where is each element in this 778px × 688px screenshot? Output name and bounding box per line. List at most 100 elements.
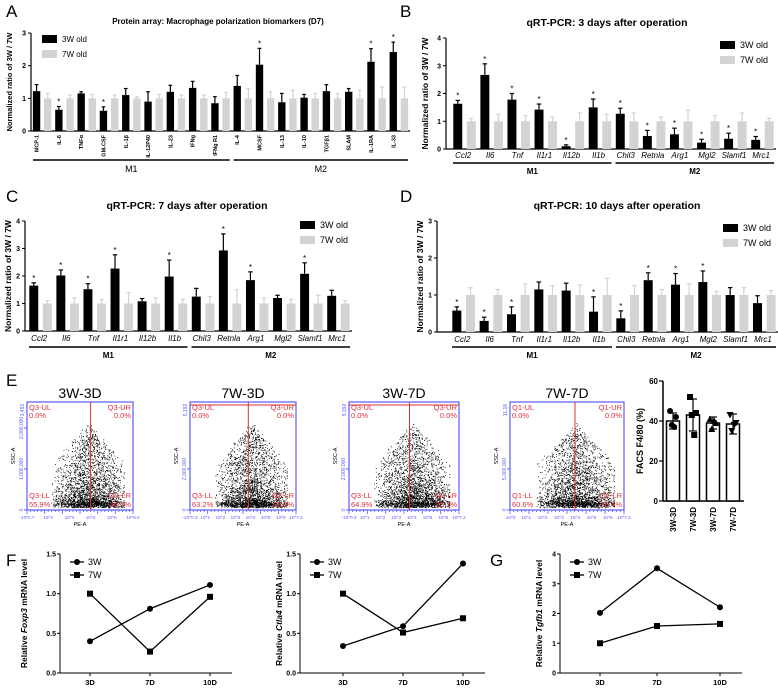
- bar-7w: [465, 295, 476, 332]
- y-axis-label: SSC-A: [333, 447, 339, 464]
- facs-f480-chart: 0 20 40 60 FACS F4/80 (%) 3W-3D 7W-3D 3W-7D 7W-7…: [635, 377, 744, 532]
- legend-marker-square: [74, 572, 80, 578]
- bar-7w: [520, 295, 530, 332]
- quadrant-lr-percent: 35.1%: [436, 500, 458, 509]
- bar-7w: [177, 98, 186, 131]
- bar-7w: [521, 121, 530, 149]
- category-label: IL-6: [57, 135, 63, 145]
- category-label: Arg1: [670, 151, 688, 160]
- legend-marker-circle: [74, 559, 80, 565]
- bar-3w: [642, 135, 652, 149]
- data-point-square: [147, 648, 153, 655]
- bar-3w: [144, 101, 152, 131]
- y-axis-label: Relative Tgfb1 mRNA level: [534, 560, 544, 667]
- category-label: Mgl2: [698, 151, 716, 160]
- x-tick-label: 10^4: [407, 515, 417, 520]
- y-tick-label: 1.5: [286, 552, 296, 559]
- y-axis-label-prefix: Relative: [274, 633, 284, 666]
- category-label: Slamf1: [298, 334, 323, 343]
- bar-7w: [42, 303, 52, 331]
- category-label: GM-CSF: [101, 134, 107, 156]
- quadrant-ur-percent: 0.0%: [440, 411, 457, 420]
- y-axis-label: FACS F4/80 (%): [635, 408, 645, 474]
- y-tick-label: 0: [428, 330, 432, 337]
- legend-swatch-3w: [42, 35, 57, 43]
- panel-label-e: E: [6, 371, 17, 390]
- flow-plot-3w-3d: 3W-3DQ3-UL0.0%Q3-UR0.0%Q3-LL55.9%Q3-LR44…: [11, 385, 140, 528]
- bar-3w: [724, 138, 734, 149]
- x-tick-label: 10^2: [215, 515, 225, 520]
- bar-7w: [97, 303, 106, 331]
- legend-label: 3W old: [62, 35, 87, 44]
- legend-label: 3W old: [743, 223, 771, 233]
- category-label: IFNg: [191, 135, 197, 147]
- bar-3w: [697, 142, 706, 149]
- category-label: Il1b: [168, 334, 181, 343]
- significance-star: *: [537, 95, 540, 104]
- category-label: Tnf: [88, 334, 100, 343]
- significance-star: *: [727, 124, 730, 133]
- y-axis-label: Relative Foxp3 mRNA level: [19, 559, 29, 668]
- x-tick-label: -10^0: [504, 515, 516, 520]
- data-point-circle: [717, 604, 723, 611]
- data-point-square: [340, 590, 346, 597]
- y-max-label: 5,192: [342, 404, 348, 417]
- quadrant-lr-label: Q3-LR: [109, 491, 132, 500]
- significance-star: *: [592, 90, 595, 99]
- panel-label-c: C: [6, 187, 18, 206]
- bar-3w: [506, 314, 517, 332]
- x-tick-label: 7D: [398, 678, 408, 687]
- x-tick-label: 3D: [85, 678, 95, 687]
- bar-3w: [218, 250, 228, 331]
- bar-7w: [575, 295, 585, 332]
- y-tick-label: 60: [649, 377, 658, 386]
- legend-label: 7W old: [740, 55, 768, 65]
- category-label: IL-12P40: [146, 135, 152, 158]
- bar-7w: [313, 303, 323, 331]
- quadrant-lr-label: Q3-LR: [272, 491, 295, 500]
- significance-star: *: [510, 298, 513, 307]
- bar-7w: [657, 295, 667, 332]
- quadrant-lr-percent: 36.8%: [273, 500, 295, 509]
- bar-3w: [452, 310, 462, 332]
- bar-7w: [737, 121, 747, 149]
- bar-7w: [602, 295, 612, 332]
- bar-7w: [124, 303, 134, 331]
- quadrant-ll-percent: 64.9%: [351, 500, 373, 509]
- category-label: Mgl2: [274, 334, 292, 343]
- group-label: M2: [689, 167, 701, 176]
- y-tick-label: 0: [437, 147, 441, 154]
- y-tick-label: 1.0: [286, 591, 296, 598]
- bar-7w: [69, 303, 79, 331]
- bar-3w: [83, 289, 93, 331]
- significance-star: *: [113, 246, 116, 255]
- bar-3w: [752, 303, 763, 332]
- bar-3w: [561, 146, 571, 149]
- y-tick-label: 2: [552, 611, 556, 618]
- data-point-circle: [597, 609, 603, 616]
- bar-chart-a: Protein array: Macrophage polarization b…: [5, 17, 410, 174]
- category-label: Mrc1: [328, 334, 346, 343]
- bar-3w: [480, 74, 490, 149]
- bar-7w: [629, 121, 639, 149]
- bar-7w: [222, 98, 230, 131]
- y-tick-label: 0.5: [286, 631, 296, 638]
- data-point-circle: [400, 623, 406, 630]
- legend-label: 3W old: [740, 40, 768, 50]
- y-tick-label: 3: [437, 63, 441, 70]
- bar-7w: [244, 98, 253, 131]
- x-tick-label: 10^7.2: [452, 515, 466, 520]
- x-tick-label: 10^4: [86, 515, 96, 520]
- legend-marker-square: [574, 572, 580, 578]
- bar: [725, 423, 741, 502]
- significance-star: *: [57, 98, 60, 107]
- data-point-circle: [667, 408, 673, 414]
- flow-plot-title: 3W-3D: [58, 385, 101, 401]
- category-label: IL-1β: [124, 134, 130, 148]
- bar-3w: [669, 134, 679, 149]
- x-tick-label: 10^2: [43, 515, 53, 520]
- data-point-triangle-down: [726, 412, 734, 419]
- legend-swatch-3w: [723, 224, 738, 232]
- data-point-circle: [147, 605, 153, 612]
